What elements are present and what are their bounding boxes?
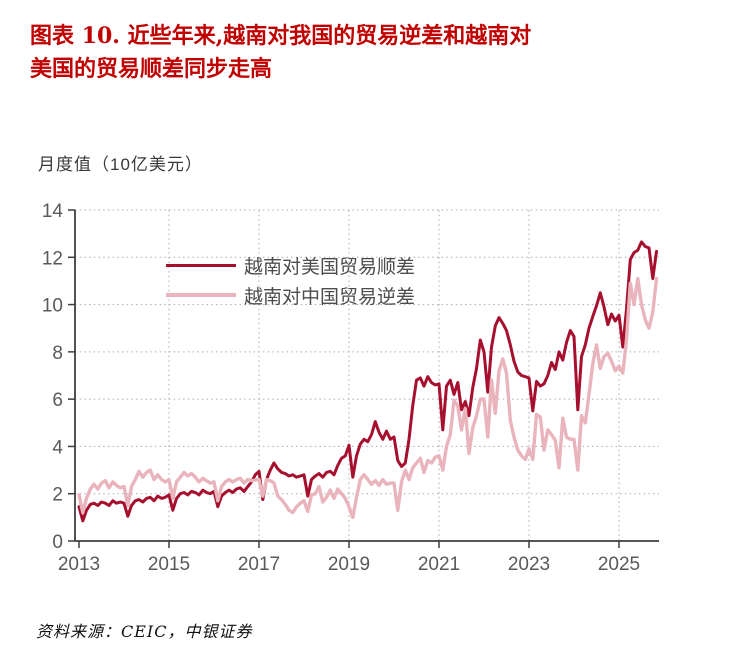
us-series-swatch bbox=[166, 263, 236, 267]
y-tick-label: 6 bbox=[52, 390, 63, 411]
y-tick-label: 12 bbox=[42, 248, 63, 269]
cn-series-swatch bbox=[166, 293, 236, 297]
us-series-label: 越南对美国贸易顺差 bbox=[244, 256, 416, 278]
y-tick-label: 14 bbox=[42, 201, 64, 222]
line-chart: 0 2 4 6 8 10 12 14 2013 2015 2017 2019 2021 2023 2025 … bbox=[0, 188, 756, 600]
figure-title: 图表 10. 近些年来,越南对我国的贸易逆差和越南对 美国的贸易顺差同步走高 bbox=[30, 20, 736, 86]
x-tick-label: 2015 bbox=[148, 554, 190, 575]
y-tick-label: 4 bbox=[52, 437, 63, 458]
x-tick-label: 2021 bbox=[418, 554, 460, 575]
x-tick-label: 2017 bbox=[238, 554, 280, 575]
chart-svg: 0 2 4 6 8 10 12 14 2013 2015 2017 2019 2021 2023 2025 bbox=[42, 201, 659, 575]
legend-item-cn: 越南对中国贸易逆差 bbox=[166, 280, 415, 310]
x-tick-label: 2023 bbox=[508, 554, 550, 575]
us-series-line bbox=[77, 240, 658, 523]
source-note: 资料来源：CEIC，中银证券 bbox=[36, 622, 253, 641]
cn-series-label: 越南对中国贸易逆差 bbox=[244, 286, 416, 308]
chart-legend: 越南对美国贸易顺差 越南对中国贸易逆差 bbox=[166, 250, 415, 310]
y-tick-label: 0 bbox=[52, 532, 63, 553]
figure-title-line1: 图表 10. 近些年来,越南对我国的贸易逆差和越南对 bbox=[30, 23, 532, 49]
y-tick-label: 10 bbox=[42, 296, 63, 317]
legend-item-us: 越南对美国贸易顺差 bbox=[166, 250, 415, 280]
figure-title-line2: 美国的贸易顺差同步走高 bbox=[30, 56, 273, 82]
y-tick-label: 2 bbox=[52, 485, 63, 506]
x-tick-label: 2025 bbox=[598, 554, 640, 575]
cn-series-line bbox=[77, 276, 659, 520]
x-tick-label: 2013 bbox=[58, 554, 100, 575]
axis-unit-label: 月度值（10亿美元） bbox=[38, 155, 203, 174]
y-tick-label: 8 bbox=[52, 343, 63, 364]
x-tick-label: 2019 bbox=[328, 554, 370, 575]
